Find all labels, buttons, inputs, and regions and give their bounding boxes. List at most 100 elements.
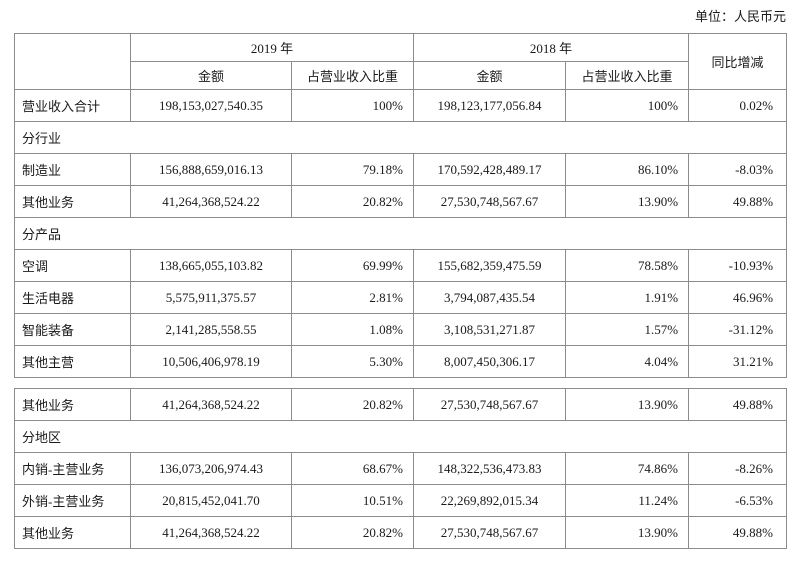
table-row: 其他主营 10,506,406,978.19 5.30% 8,007,450,306.…: [14, 345, 788, 378]
amount-2019: 10,506,406,978.19: [130, 345, 292, 378]
ratio-2018: 11.24%: [565, 484, 689, 517]
yoy-change: -8.26%: [688, 452, 787, 485]
ratio-2019: 1.08%: [290, 313, 415, 346]
amount-2018: 27,530,748,567.67: [413, 185, 567, 218]
yoy-change: -10.93%: [688, 249, 788, 282]
amount-2019: 41,264,368,524.22: [130, 388, 292, 421]
section-label: 分地区: [14, 420, 787, 453]
amount-2018: 148,322,536,473.83: [413, 452, 566, 485]
table-row: 营业收入合计 198,153,027,540.35 100% 198,123,177,…: [14, 89, 788, 122]
yoy-change: -31.12%: [688, 313, 788, 346]
ratio-2019: 20.82%: [291, 388, 414, 421]
yoy-change: -6.53%: [688, 484, 787, 517]
header-ratio-2018: 占营业收入比重: [565, 61, 690, 90]
row-label: 外销-主营业务: [14, 484, 131, 517]
amount-2019: 198,153,027,540.35: [130, 89, 292, 122]
ratio-2019: 10.51%: [291, 484, 414, 517]
header-year-2018: 2018 年: [413, 33, 690, 62]
row-label: 内销-主营业务: [14, 452, 131, 485]
ratio-2019: 100%: [290, 89, 415, 122]
table-header: 2019 年 2018 年 同比增减 金额 占营业收入比重 金额 占营业收入比重: [14, 33, 788, 90]
table-body-continued: 其他业务 41,264,368,524.22 20.82% 27,530,748,56…: [14, 388, 787, 549]
header-blank-cell: [14, 33, 131, 90]
ratio-2018: 13.90%: [565, 388, 689, 421]
amount-2018: 27,530,748,567.67: [413, 388, 566, 421]
ratio-2018: 1.91%: [565, 281, 690, 314]
yoy-change: 49.88%: [688, 388, 787, 421]
amount-2018: 155,682,359,475.59: [413, 249, 567, 282]
ratio-2018: 78.58%: [565, 249, 690, 282]
header-amount-2018: 金额: [413, 61, 567, 90]
row-label: 其他主营: [14, 345, 131, 378]
table-body-main: 营业收入合计 198,153,027,540.35 100% 198,123,177,…: [13, 89, 788, 378]
ratio-2019: 68.67%: [291, 452, 414, 485]
table-row: 其他业务 41,264,368,524.22 20.82% 27,530,748,56…: [14, 388, 787, 421]
amount-2018: 170,592,428,489.17: [413, 153, 567, 186]
row-label: 营业收入合计: [14, 89, 131, 122]
row-label: 智能装备: [14, 313, 131, 346]
ratio-2019: 20.82%: [291, 516, 414, 549]
yoy-change: 46.96%: [688, 281, 788, 314]
ratio-2018: 13.90%: [565, 185, 690, 218]
ratio-2019: 20.82%: [290, 185, 415, 218]
amount-2018: 8,007,450,306.17: [413, 345, 567, 378]
row-label: 生活电器: [14, 281, 131, 314]
amount-2019: 138,665,055,103.82: [130, 249, 292, 282]
amount-2019: 2,141,285,558.55: [130, 313, 292, 346]
amount-2019: 41,264,368,524.22: [130, 516, 292, 549]
table-row: 外销-主营业务 20,815,452,041.70 10.51% 22,269,892…: [14, 484, 787, 517]
table-gap: [14, 378, 786, 388]
section-row: 分行业: [13, 121, 788, 154]
table-row: 内销-主营业务 136,073,206,974.43 68.67% 148,322,5…: [14, 452, 787, 485]
revenue-table-main: 2019 年 2018 年 同比增减 金额 占营业收入比重 金额 占营业收入比重…: [13, 33, 788, 378]
section-label: 分行业: [13, 121, 788, 154]
amount-2018: 27,530,748,567.67: [413, 516, 566, 549]
table-row: 生活电器 5,575,911,375.57 2.81% 3,794,087,435.5…: [14, 281, 788, 314]
row-label: 制造业: [14, 153, 131, 186]
unit-label: 单位：人民币元: [694, 9, 786, 24]
row-label: 其他业务: [14, 185, 131, 218]
section-row: 分地区: [14, 420, 787, 453]
ratio-2018: 13.90%: [565, 516, 689, 549]
yoy-change: 0.02%: [688, 89, 788, 122]
section-label: 分产品: [13, 217, 788, 250]
table-row: 智能装备 2,141,285,558.55 1.08% 3,108,531,271.8…: [14, 313, 788, 346]
amount-2019: 136,073,206,974.43: [130, 452, 292, 485]
amount-2019: 41,264,368,524.22: [130, 185, 292, 218]
ratio-2018: 1.57%: [565, 313, 690, 346]
ratio-2019: 2.81%: [290, 281, 415, 314]
ratio-2018: 86.10%: [565, 153, 690, 186]
ratio-2019: 69.99%: [290, 249, 415, 282]
amount-2018: 3,794,087,435.54: [413, 281, 567, 314]
amount-2018: 3,108,531,271.87: [413, 313, 567, 346]
amount-2018: 22,269,892,015.34: [413, 484, 566, 517]
ratio-2018: 4.04%: [565, 345, 690, 378]
header-row-years: 2019 年 2018 年 同比增减: [14, 33, 788, 90]
amount-2019: 5,575,911,375.57: [130, 281, 292, 314]
ratio-2018: 74.86%: [565, 452, 689, 485]
revenue-table-continued: 其他业务 41,264,368,524.22 20.82% 27,530,748,56…: [14, 388, 787, 549]
header-yoy: 同比增减: [688, 33, 788, 90]
row-label: 其他业务: [14, 516, 131, 549]
header-row-subcolumns: 金额 占营业收入比重 金额 占营业收入比重: [15, 61, 787, 90]
amount-2018: 198,123,177,056.84: [413, 89, 567, 122]
amount-2019: 156,888,659,016.13: [130, 153, 292, 186]
table-row: 制造业 156,888,659,016.13 79.18% 170,592,428,4…: [14, 153, 788, 186]
row-label: 其他业务: [14, 388, 131, 421]
header-amount-2019: 金额: [130, 61, 292, 90]
header-ratio-2019: 占营业收入比重: [290, 61, 415, 90]
yoy-change: 49.88%: [688, 516, 787, 549]
yoy-change: 31.21%: [688, 345, 788, 378]
yoy-change: -8.03%: [688, 153, 788, 186]
header-year-2019: 2019 年: [129, 33, 415, 62]
section-row: 分产品: [13, 217, 788, 250]
ratio-2018: 100%: [565, 89, 690, 122]
table-row: 空调 138,665,055,103.82 69.99% 155,682,359,47…: [14, 249, 788, 282]
ratio-2019: 5.30%: [290, 345, 415, 378]
row-label: 空调: [14, 249, 131, 282]
table-row: 其他业务 41,264,368,524.22 20.82% 27,530,748,56…: [14, 185, 788, 218]
table-row: 其他业务 41,264,368,524.22 20.82% 27,530,748,56…: [14, 516, 787, 549]
amount-2019: 20,815,452,041.70: [130, 484, 292, 517]
ratio-2019: 79.18%: [290, 153, 415, 186]
